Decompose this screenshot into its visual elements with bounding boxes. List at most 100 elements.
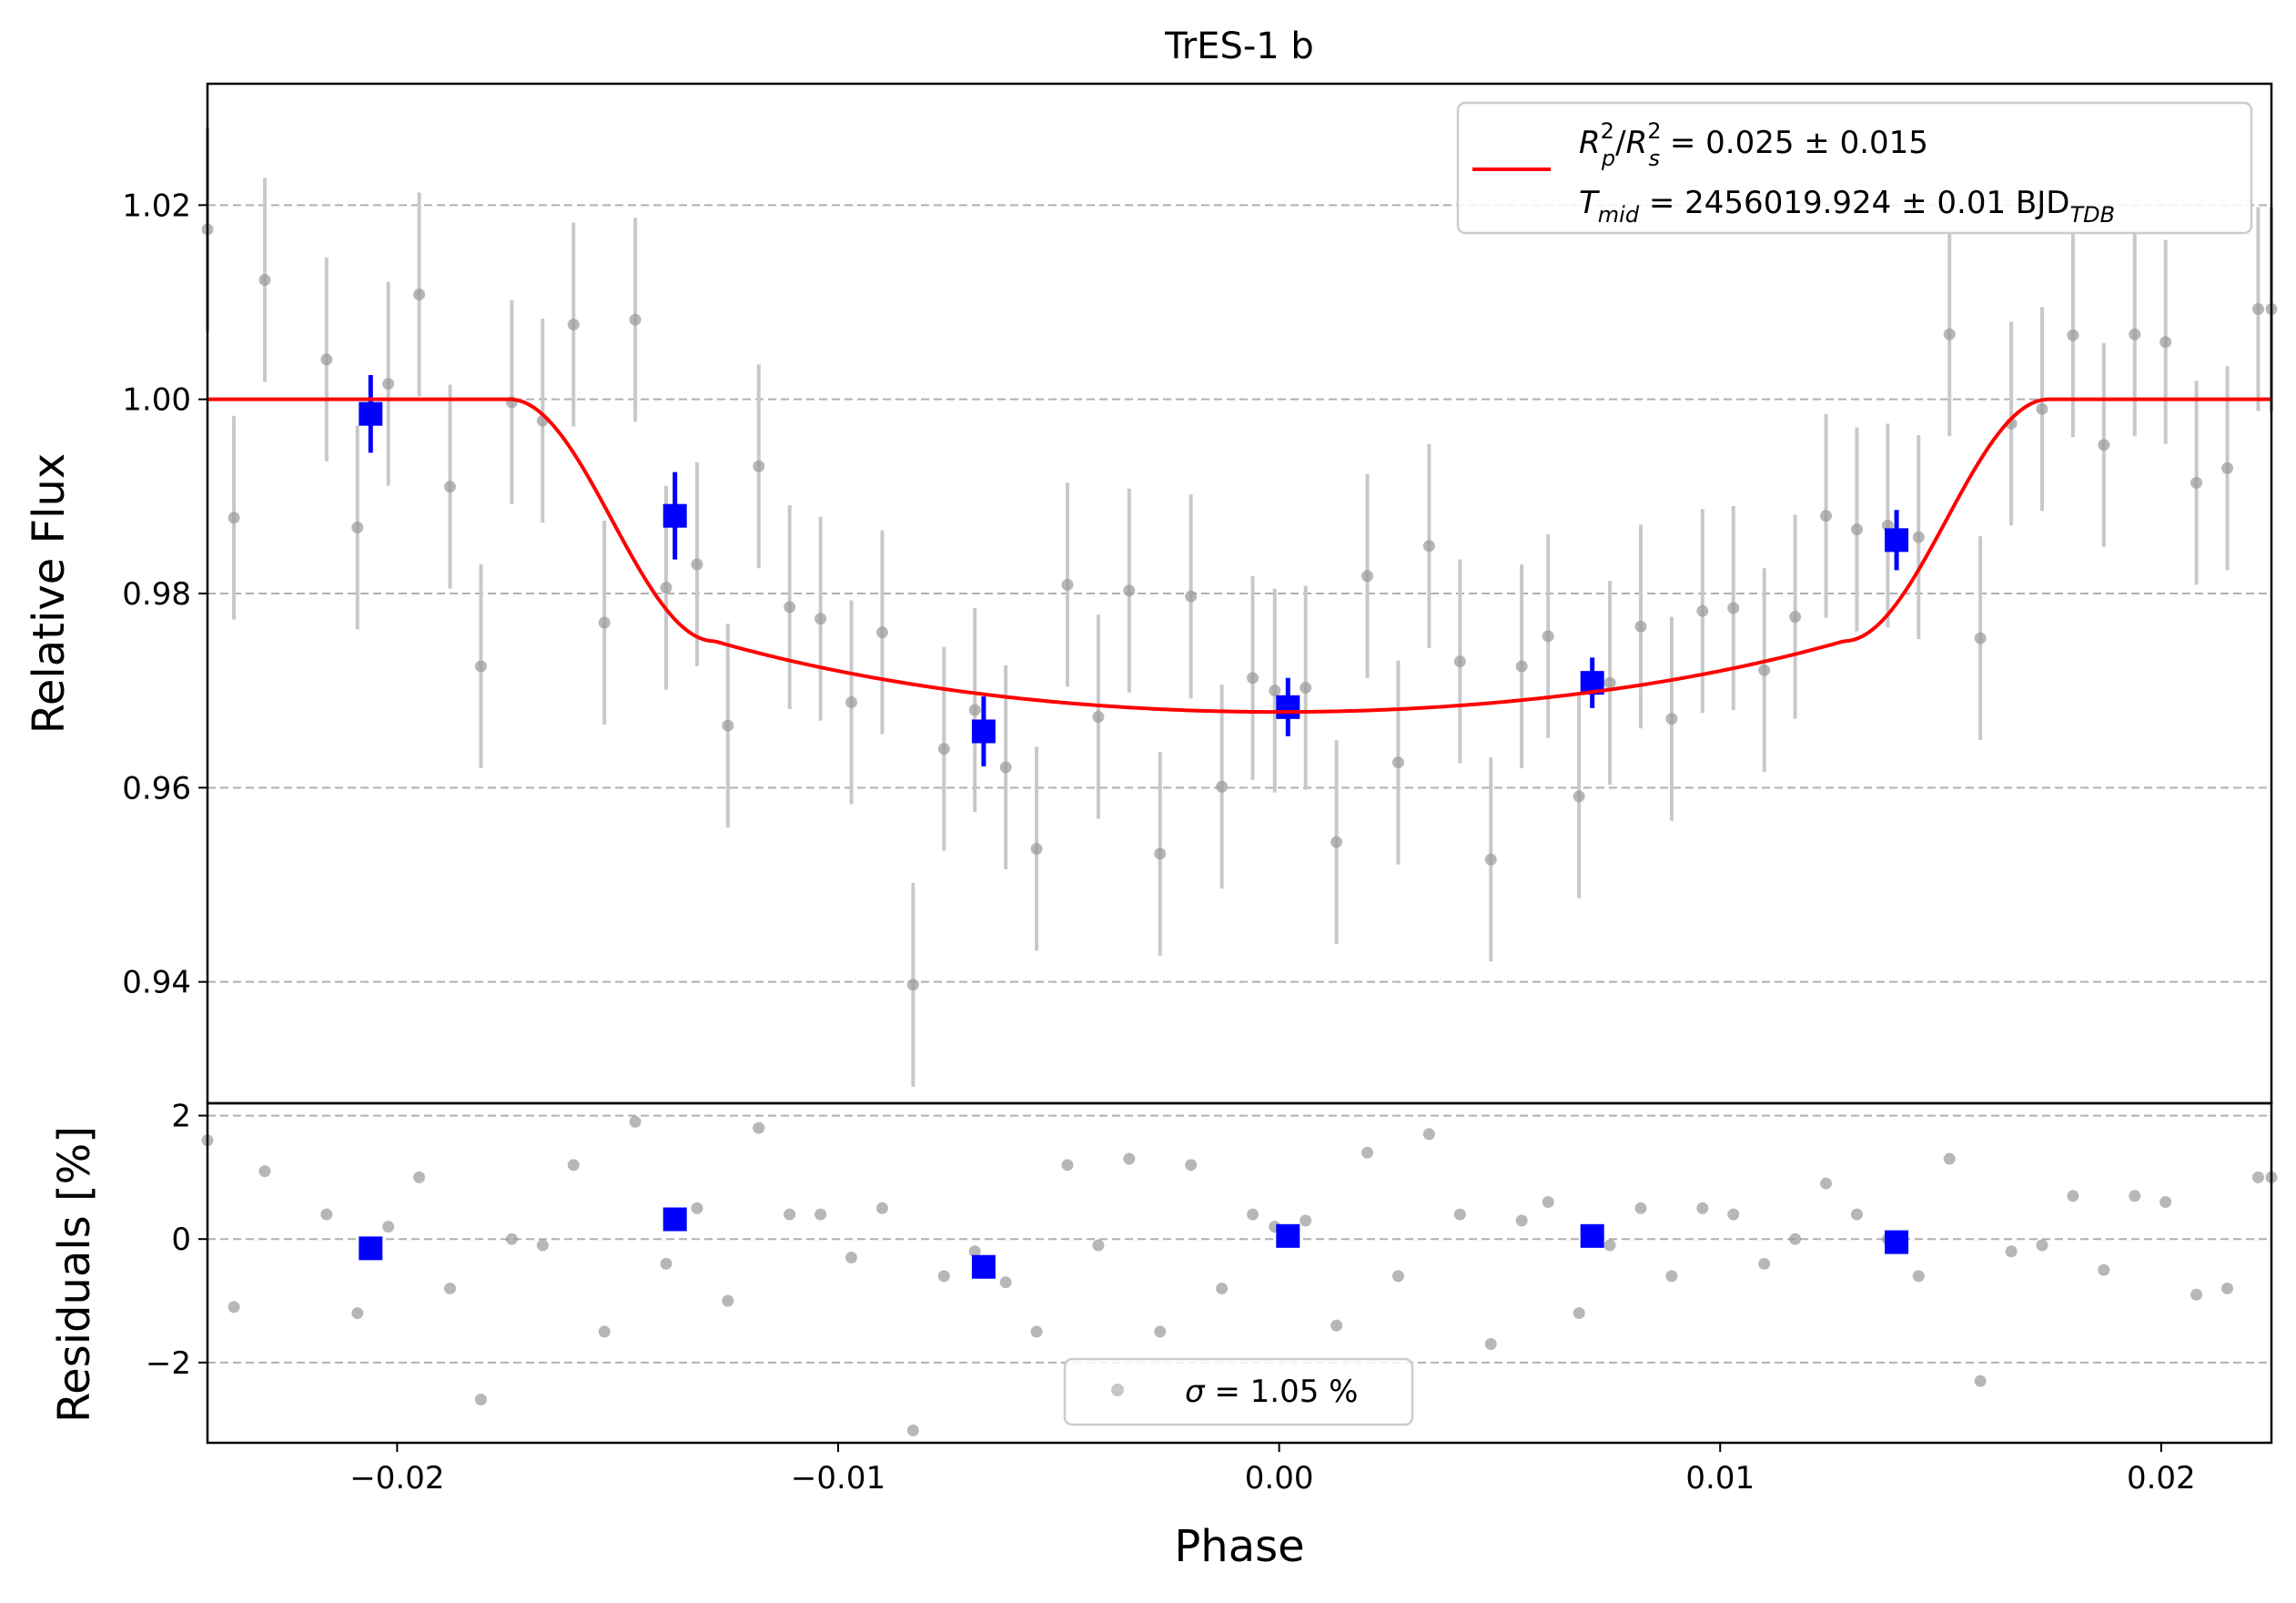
residual-raw-point: [1061, 1159, 1074, 1172]
raw-point: [444, 481, 457, 493]
raw-point: [1330, 836, 1343, 848]
binned-point: [1276, 695, 1300, 719]
legend-rs-symbol: R: [1626, 125, 1648, 161]
binned-point: [971, 719, 996, 744]
x-tick-label: −0.01: [791, 1460, 885, 1496]
raw-point: [722, 719, 734, 732]
bottom-legend: σ = 1.05 %: [1063, 1357, 1414, 1426]
raw-point: [814, 613, 827, 625]
x-axis-ticks: −0.02 −0.01 0.00 0.01 0.02: [349, 1443, 2196, 1496]
residual-raw-point: [2036, 1239, 2048, 1252]
top-y-tick-label: 1.02: [122, 188, 191, 224]
residual-binned-point: [1580, 1223, 1604, 1248]
residual-raw-point: [1820, 1177, 1833, 1190]
residual-raw-point: [1943, 1152, 1956, 1165]
raw-point: [1092, 710, 1105, 723]
residual-raw-point: [1361, 1146, 1374, 1159]
bottom-y-tick-label: 2: [171, 1099, 191, 1135]
residual-raw-point: [1758, 1257, 1771, 1270]
raw-point: [1727, 602, 1740, 614]
legend-sigma-symbol: σ: [1185, 1374, 1206, 1410]
residual-raw-point: [2190, 1288, 2203, 1301]
raw-point: [753, 460, 765, 472]
residual-raw-point: [1030, 1325, 1043, 1338]
raw-point: [2159, 336, 2172, 349]
residual-binned-point: [359, 1236, 383, 1261]
residual-raw-point: [999, 1276, 1012, 1289]
binned-data-series: [359, 375, 1909, 766]
top-y-axis-label: Relative Flux: [24, 453, 75, 735]
residual-raw-point: [1515, 1214, 1528, 1227]
residual-raw-point: [1453, 1208, 1466, 1221]
raw-point: [1269, 685, 1281, 697]
top-y-tick-label: 1.00: [122, 382, 191, 419]
residual-raw-point: [1634, 1202, 1647, 1214]
residual-raw-point: [1092, 1239, 1105, 1252]
raw-point: [1943, 328, 1956, 340]
residual-raw-point: [1696, 1202, 1709, 1214]
legend-sigma-value: = 1.05 %: [1205, 1374, 1359, 1410]
raw-point: [351, 521, 364, 533]
raw-point: [474, 660, 487, 673]
top-y-tick-label: 0.98: [122, 576, 191, 613]
raw-point: [2098, 439, 2110, 451]
binned-point: [359, 401, 383, 426]
legend-rs-sub: s: [1649, 146, 1661, 171]
residual-raw-point: [1912, 1270, 1925, 1283]
bottom-y-tick-label: 0: [171, 1222, 191, 1258]
residual-raw-point: [2251, 1171, 2264, 1183]
residual-raw-point: [660, 1257, 673, 1270]
residual-raw-point: [2129, 1190, 2141, 1202]
raw-point: [1603, 676, 1616, 689]
raw-point: [1422, 540, 1435, 553]
x-tick-label: 0.01: [1685, 1460, 1755, 1496]
residual-binned-series: [359, 1207, 1909, 1279]
residual-raw-point: [505, 1233, 518, 1245]
residual-raw-point: [351, 1307, 364, 1320]
raw-point: [1665, 713, 1678, 725]
legend-t-symbol: T: [1579, 185, 1600, 221]
residual-binned-point: [1885, 1230, 1909, 1254]
bottom-panel-frame: [206, 1101, 2273, 1445]
top-legend: R2 p/R2 s = 0.025 ± 0.015 Tmid = 2456019.9…: [1456, 101, 2253, 235]
residual-raw-point: [691, 1202, 703, 1214]
raw-point: [1123, 584, 1136, 597]
residual-raw-point: [1603, 1239, 1616, 1252]
residual-raw-point: [444, 1282, 457, 1294]
raw-point: [1758, 664, 1771, 676]
top-y-axis-ticks: 0.94 0.96 0.98 1.00 1.02: [122, 188, 207, 1001]
raw-point: [1154, 847, 1167, 860]
raw-point: [784, 601, 796, 614]
raw-point: [1912, 531, 1925, 543]
residual-raw-point: [1247, 1208, 1259, 1221]
raw-point: [937, 743, 950, 756]
residual-raw-point: [1665, 1270, 1678, 1283]
residual-raw-point: [968, 1245, 981, 1258]
top-legend-box: [1456, 101, 2253, 235]
raw-point: [258, 273, 271, 286]
x-axis-label: Phase: [1174, 1521, 1304, 1572]
bottom-y-tick-label: −2: [146, 1345, 191, 1382]
residual-raw-point: [784, 1208, 796, 1221]
residual-raw-series: [201, 1115, 2278, 1436]
residual-raw-point: [1573, 1307, 1585, 1320]
raw-point: [999, 761, 1012, 774]
residual-raw-point: [753, 1121, 765, 1134]
residual-raw-point: [906, 1424, 919, 1436]
transit-model-line: [207, 397, 2271, 715]
binned-point: [1885, 528, 1909, 553]
bottom-y-axis-label: Residuals [%]: [49, 1126, 100, 1423]
bottom-y-axis-ticks: −2 0 2: [146, 1099, 207, 1382]
residual-raw-point: [1422, 1128, 1435, 1141]
legend-t-sub: mid: [1598, 202, 1640, 228]
residual-raw-point: [1974, 1375, 1987, 1387]
raw-point: [1361, 570, 1374, 583]
residual-raw-point: [629, 1115, 642, 1128]
raw-point: [2251, 302, 2264, 315]
legend-slash: /: [1615, 125, 1626, 161]
binned-point: [663, 503, 687, 528]
residual-raw-point: [1727, 1208, 1740, 1221]
top-y-tick-label: 0.94: [122, 965, 191, 1001]
